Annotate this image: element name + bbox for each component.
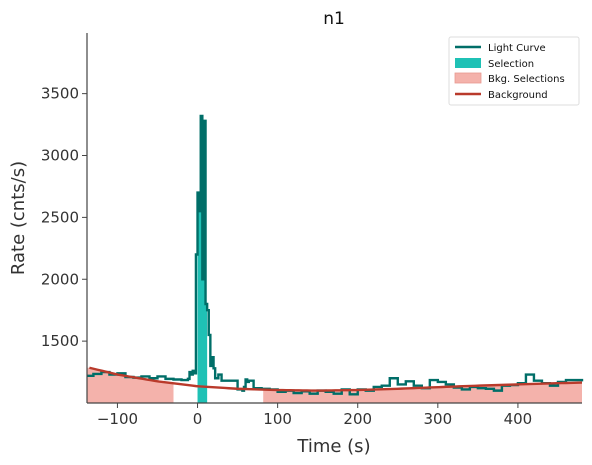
curves [87,114,584,396]
y-tick-label: 2500 [41,208,79,226]
legend-label-light-curve: Light Curve [488,43,546,54]
legend-frame [448,36,580,106]
legend: Light Curve Selection Bkg. Selections Ba… [448,36,580,106]
y-tick-label: 3500 [41,85,79,103]
x-tick-label: 200 [343,410,372,428]
chart-title: n1 [323,9,345,29]
y-tick-label: 2000 [41,270,79,288]
legend-swatch-bkg-selections [454,72,482,84]
y-ticks: 1500 2000 2500 3000 3500 [41,85,87,350]
x-tick-label: 100 [263,410,292,428]
bkg-selection-region-0 [87,367,174,403]
x-tick-label: 400 [504,410,533,428]
legend-label-bkg-selections: Bkg. Selections [488,74,565,85]
y-axis-label: Rate (cnts/s) [8,161,29,275]
light-curve-line [87,114,584,396]
legend-label-selection: Selection [488,59,534,70]
x-tick-label: 0 [193,410,203,428]
y-tick-label: 1500 [41,332,79,350]
y-tick-label: 3000 [41,147,79,165]
legend-swatch-selection [455,58,481,68]
x-tick-label: −100 [97,410,138,428]
x-tick-label: 300 [424,410,453,428]
x-axis-label: Time (s) [296,436,370,457]
x-ticks: −100 0 100 200 300 400 [97,403,532,428]
background-fit-line [89,366,583,392]
legend-label-background: Background [488,90,548,101]
